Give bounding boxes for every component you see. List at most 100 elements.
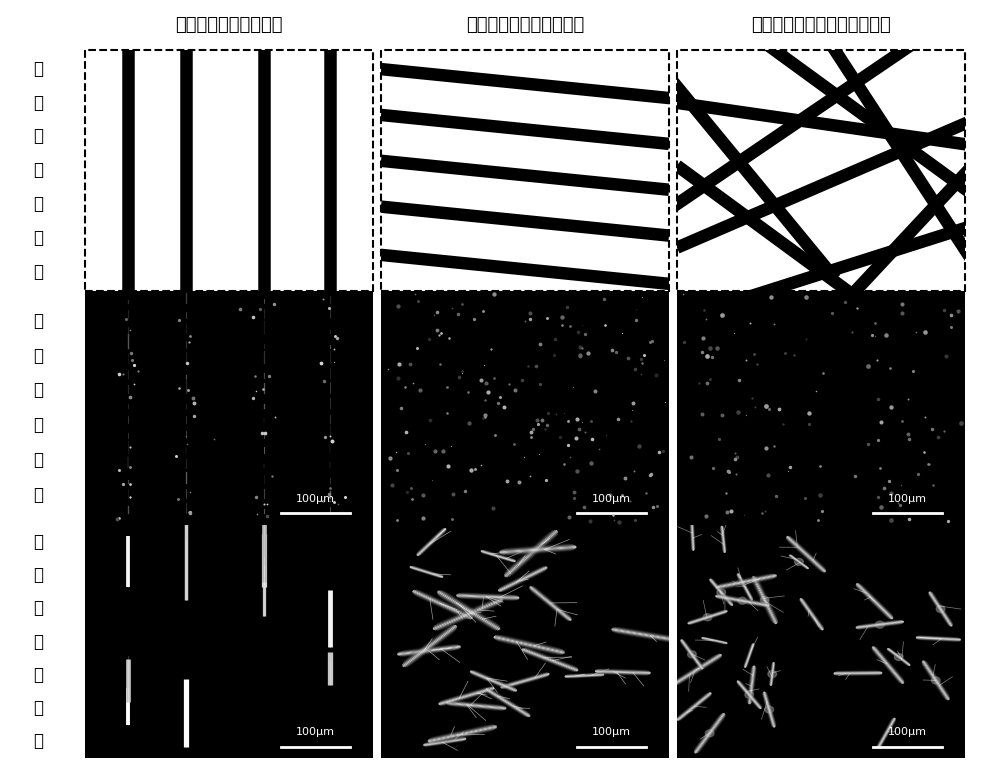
Point xyxy=(714,309,730,321)
Point xyxy=(742,317,758,329)
Text: 100μm: 100μm xyxy=(592,727,631,738)
Point xyxy=(883,401,899,413)
Point xyxy=(115,478,131,490)
Point xyxy=(569,413,585,425)
Point xyxy=(182,507,198,519)
Point xyxy=(454,367,470,379)
Point xyxy=(261,370,277,382)
Point xyxy=(878,329,894,342)
Point xyxy=(439,381,455,393)
Point xyxy=(388,446,404,458)
Point xyxy=(454,365,470,377)
Point xyxy=(435,445,451,457)
Point xyxy=(953,417,969,429)
Point xyxy=(170,493,186,505)
Point xyxy=(614,489,630,501)
Point xyxy=(181,336,197,348)
Point xyxy=(562,320,578,332)
Point xyxy=(566,486,582,498)
Circle shape xyxy=(875,621,884,628)
Point xyxy=(181,506,197,518)
Point xyxy=(556,458,572,470)
Point xyxy=(507,384,523,396)
Point xyxy=(873,416,889,428)
Point xyxy=(625,397,641,409)
Point xyxy=(815,367,831,379)
Point xyxy=(766,317,782,329)
Point xyxy=(900,427,916,440)
Point xyxy=(577,425,593,437)
Point xyxy=(723,505,739,517)
Point xyxy=(429,324,445,336)
Point xyxy=(182,486,198,498)
Text: 图: 图 xyxy=(33,732,43,750)
Point xyxy=(782,460,798,473)
Text: 100μm: 100μm xyxy=(888,727,927,738)
Point xyxy=(910,468,926,480)
Point xyxy=(627,513,643,525)
Point xyxy=(727,447,743,459)
Point xyxy=(384,479,400,491)
Point xyxy=(429,306,445,319)
Point xyxy=(623,415,639,427)
Point xyxy=(698,313,714,326)
Point xyxy=(643,468,659,480)
Point xyxy=(644,335,660,347)
Point xyxy=(552,430,568,443)
Point xyxy=(760,469,776,481)
Point xyxy=(860,438,876,450)
Point xyxy=(930,430,946,443)
Point xyxy=(424,474,440,486)
Point xyxy=(322,482,338,494)
Text: 分: 分 xyxy=(33,127,43,146)
Point xyxy=(892,499,908,512)
Point xyxy=(921,457,937,470)
Point xyxy=(380,363,396,375)
Text: 100μm: 100μm xyxy=(592,493,631,504)
Point xyxy=(775,418,791,430)
Point xyxy=(321,302,337,314)
Point xyxy=(694,346,710,358)
Point xyxy=(738,354,754,366)
Point xyxy=(938,349,954,362)
Point xyxy=(812,460,828,473)
Point xyxy=(565,381,581,393)
Point xyxy=(699,378,715,390)
Point xyxy=(695,332,711,345)
Point xyxy=(605,509,621,522)
Point xyxy=(651,447,667,459)
Point xyxy=(516,450,532,463)
Point xyxy=(655,445,671,457)
Point xyxy=(908,326,924,339)
Point xyxy=(574,342,590,355)
Point xyxy=(876,483,892,495)
Point xyxy=(407,288,423,300)
Text: 布: 布 xyxy=(33,162,43,179)
Point xyxy=(883,514,899,526)
Circle shape xyxy=(768,670,777,677)
Point xyxy=(870,392,886,404)
Point xyxy=(206,433,222,445)
Point xyxy=(124,354,140,366)
Point xyxy=(259,498,275,510)
Text: 纤: 纤 xyxy=(33,60,43,77)
Point xyxy=(499,474,515,486)
Point xyxy=(568,432,584,444)
Point xyxy=(870,434,886,447)
Text: 无规排布纤维，无抗黏附基底: 无规排布纤维，无抗黏附基底 xyxy=(751,16,891,34)
Point xyxy=(569,465,585,477)
Point xyxy=(171,314,187,326)
Point xyxy=(730,405,746,417)
Point xyxy=(596,293,612,306)
Text: 骨: 骨 xyxy=(33,600,43,617)
Point xyxy=(808,385,824,398)
Point xyxy=(583,456,599,468)
Point xyxy=(797,492,813,504)
Text: 平行纤维，抗黏附基底: 平行纤维，抗黏附基底 xyxy=(175,16,283,34)
Point xyxy=(409,342,425,354)
Point xyxy=(252,303,268,315)
Point xyxy=(631,440,647,452)
Point xyxy=(259,510,275,522)
Point xyxy=(709,342,725,354)
Point xyxy=(486,288,502,300)
